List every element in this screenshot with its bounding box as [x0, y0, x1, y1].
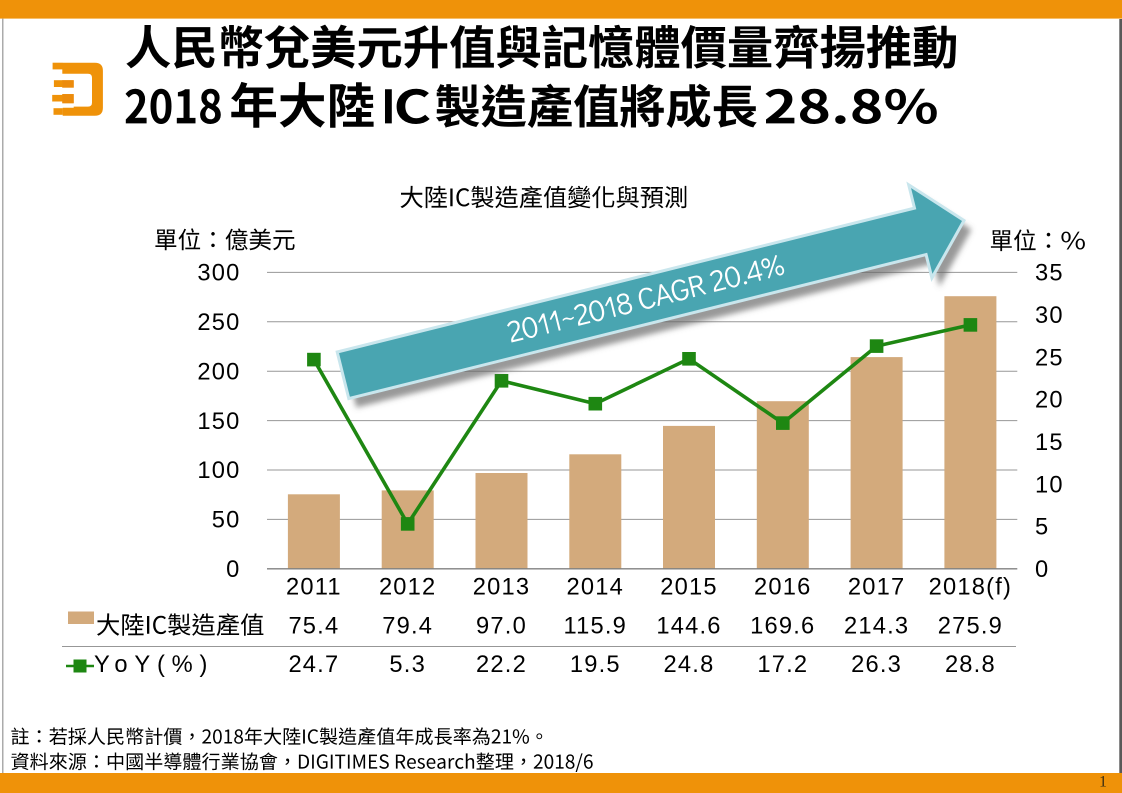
svg-text:2016: 2016 — [754, 574, 812, 600]
svg-text:100: 100 — [197, 458, 240, 484]
svg-text:30: 30 — [1035, 303, 1064, 329]
svg-text:2012: 2012 — [379, 574, 437, 600]
svg-text:2011: 2011 — [286, 574, 342, 600]
svg-text:2018(f): 2018(f) — [929, 574, 1012, 600]
svg-text:17.2: 17.2 — [757, 652, 808, 678]
svg-text:2017: 2017 — [848, 574, 906, 600]
svg-text:24.8: 24.8 — [664, 652, 715, 678]
svg-text:79.4: 79.4 — [382, 614, 433, 640]
svg-text:150: 150 — [197, 409, 240, 435]
svg-text:10: 10 — [1035, 472, 1064, 498]
svg-text:200: 200 — [197, 359, 240, 385]
svg-text:144.6: 144.6 — [656, 614, 721, 640]
svg-text:1: 1 — [1099, 774, 1107, 791]
svg-text:2013: 2013 — [473, 574, 531, 600]
svg-text:300: 300 — [197, 261, 240, 287]
svg-text:214.3: 214.3 — [844, 614, 909, 640]
svg-text:20: 20 — [1035, 388, 1064, 414]
svg-text:YoY(%): YoY(%) — [94, 652, 214, 678]
svg-text:26.3: 26.3 — [851, 652, 902, 678]
svg-text:0: 0 — [1035, 557, 1049, 583]
svg-text:24.7: 24.7 — [288, 652, 339, 678]
svg-text:0: 0 — [226, 557, 240, 583]
svg-text:2015: 2015 — [660, 574, 718, 600]
svg-text:2014: 2014 — [567, 574, 625, 600]
svg-text:275.9: 275.9 — [938, 614, 1003, 640]
svg-text:15: 15 — [1035, 430, 1064, 456]
svg-text:97.0: 97.0 — [476, 614, 527, 640]
svg-text:19.5: 19.5 — [570, 652, 621, 678]
svg-text:250: 250 — [197, 310, 240, 336]
svg-text:35: 35 — [1035, 261, 1064, 287]
svg-text:5: 5 — [1035, 515, 1049, 541]
svg-text:50: 50 — [212, 508, 241, 534]
svg-text:28.8: 28.8 — [945, 652, 996, 678]
svg-text:75.4: 75.4 — [288, 614, 339, 640]
svg-text:169.6: 169.6 — [750, 614, 815, 640]
svg-text:22.2: 22.2 — [476, 652, 527, 678]
svg-text:25: 25 — [1035, 345, 1064, 371]
svg-text:5.3: 5.3 — [389, 652, 426, 678]
svg-text:115.9: 115.9 — [564, 614, 628, 640]
